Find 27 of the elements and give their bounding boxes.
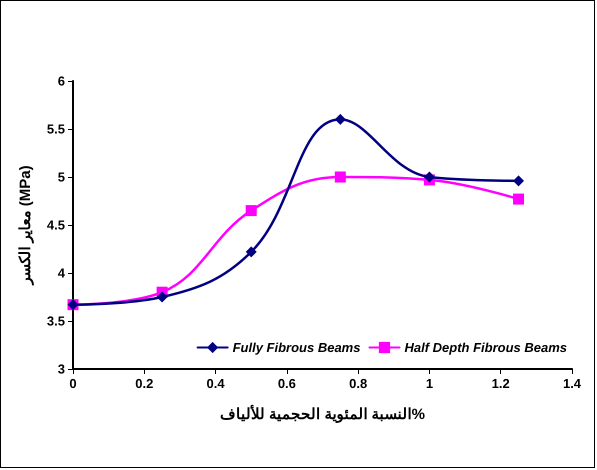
x-tick-label: 0 [69, 376, 77, 391]
y-tick-label: 5.5 [46, 122, 65, 136]
y-axis-title: معاير الكسر (MPa) [17, 165, 34, 286]
legend-label: Half Depth Fibrous Beams [404, 340, 568, 355]
x-tick-label: 0.6 [278, 376, 296, 391]
x-tick-label: 0.8 [349, 376, 368, 391]
point [246, 205, 257, 216]
y-tick-label: 3 [58, 362, 65, 376]
point [334, 114, 346, 125]
y-tick-label: 5 [58, 170, 65, 184]
point [156, 292, 168, 302]
x-tick-label: 1 [426, 376, 434, 391]
point [424, 172, 435, 182]
legend-label: Fully Fibrous Beams [232, 340, 360, 355]
x-tick-label: 1.2 [492, 376, 510, 391]
y-tick-label: 3.5 [46, 314, 65, 328]
x-tick-label: 0.2 [135, 376, 154, 391]
x-axis-title: النسبة المئوية الحجمية للألياف% [220, 404, 425, 423]
x-tick-label: 1.4 [562, 376, 582, 391]
x-tick-label: 0.4 [206, 376, 226, 391]
point [513, 194, 524, 205]
y-tick-label: 4.5 [46, 218, 65, 232]
y-tick-label: 6 [58, 74, 65, 88]
point [513, 175, 524, 186]
y-tick-label: 4 [58, 266, 66, 280]
point [246, 246, 257, 258]
point [334, 172, 346, 182]
